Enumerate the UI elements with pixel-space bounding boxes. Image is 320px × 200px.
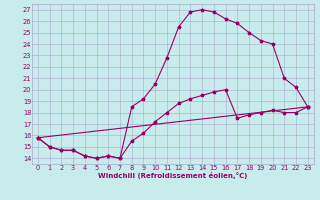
X-axis label: Windchill (Refroidissement éolien,°C): Windchill (Refroidissement éolien,°C): [98, 172, 247, 179]
